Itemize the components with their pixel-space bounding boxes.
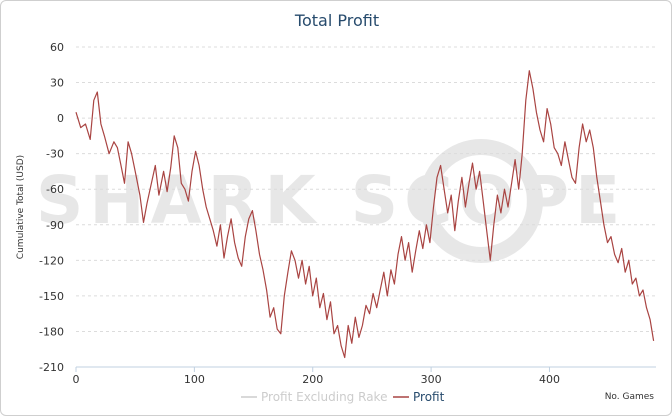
series-line-profit[interactable] xyxy=(75,70,655,359)
y-tick-label: -180 xyxy=(39,325,64,338)
legend-item-profit-excluding-rake[interactable]: Profit Excluding Rake xyxy=(241,390,387,404)
y-tick-label: -120 xyxy=(39,254,64,267)
y-tick-label: 30 xyxy=(50,77,64,90)
x-axis-ticks: 0 100 200 300 400 xyxy=(73,367,560,386)
y-tick-label: -210 xyxy=(39,361,64,374)
y-tick-label: -150 xyxy=(39,290,64,303)
x-tick-label: 0 xyxy=(73,373,80,386)
y-tick-label: -30 xyxy=(46,148,64,161)
legend: Profit Excluding Rake Profit xyxy=(241,390,445,404)
legend-label-profit: Profit xyxy=(413,390,445,404)
chart-title: Total Profit xyxy=(294,11,379,30)
legend-label-profit-excluding-rake: Profit Excluding Rake xyxy=(261,390,387,404)
x-tick-label: 200 xyxy=(302,373,323,386)
svg-text:SHARK SCOPE: SHARK SCOPE xyxy=(36,162,626,239)
x-tick-label: 100 xyxy=(184,373,205,386)
x-tick-label: 400 xyxy=(539,373,560,386)
series-layer xyxy=(75,70,655,359)
x-axis-label: No. Games xyxy=(605,392,655,402)
y-tick-label: 0 xyxy=(57,112,64,125)
x-tick-label: 300 xyxy=(421,373,442,386)
y-tick-label: -90 xyxy=(46,219,64,232)
y-tick-label: 60 xyxy=(50,41,64,54)
y-tick-label: -60 xyxy=(46,183,64,196)
legend-item-profit[interactable]: Profit xyxy=(393,390,445,404)
watermark-logo: SHARK SCOPE xyxy=(36,139,626,263)
grid-lines xyxy=(76,46,656,332)
y-axis-label: Cumulative Total (USD) xyxy=(16,155,26,259)
y-axis-ticks: 60 30 0 -30 -60 -90 -120 -150 -180 -210 xyxy=(39,41,64,374)
